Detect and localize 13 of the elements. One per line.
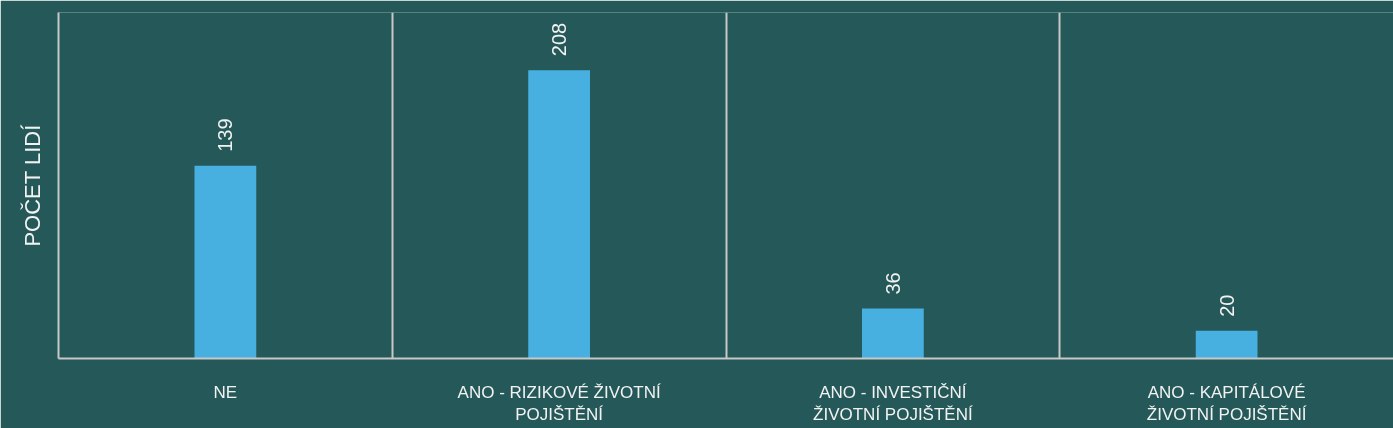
bar bbox=[862, 308, 924, 359]
x-tick-label: ANO - RIZIKOVÉ ŽIVOTNÍ POJIŠTĚNÍ bbox=[457, 382, 661, 425]
bar bbox=[528, 70, 590, 359]
x-tick-label: NE bbox=[213, 382, 238, 402]
data-label: 20 bbox=[1215, 294, 1238, 317]
bar bbox=[1195, 330, 1258, 359]
y-axis-title: POČET LIDÍ bbox=[19, 123, 45, 247]
x-tick-label: ANO - KAPITÁLOVÉ ŽIVOTNÍ POJIŠTĚNÍ bbox=[1146, 382, 1307, 425]
bar bbox=[194, 165, 257, 359]
data-label: 208 bbox=[548, 22, 571, 57]
x-tick-label: ANO - INVESTIČNÍ ŽIVOTNÍ POJIŠTĚNÍ bbox=[813, 382, 973, 425]
data-label: 139 bbox=[214, 118, 237, 152]
data-label: 36 bbox=[881, 272, 904, 295]
